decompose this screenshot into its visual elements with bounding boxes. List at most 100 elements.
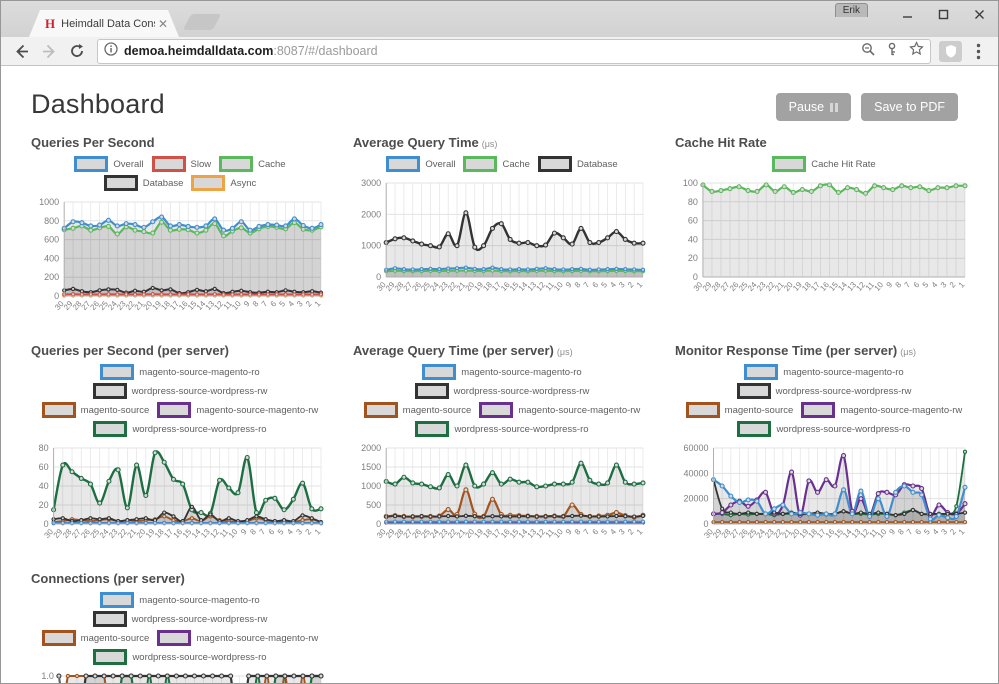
chart-canvas: 0204060803029282726252423222120191817161… [39, 443, 324, 540]
svg-text:8: 8 [573, 527, 583, 537]
legend-label: Overall [425, 158, 456, 170]
legend-item[interactable]: wordpress-source-wordpress-rw [414, 383, 590, 399]
save-to-pdf-button[interactable]: Save to PDF [861, 93, 958, 121]
legend-item[interactable]: magento-source-magento-rw [157, 630, 318, 646]
legend-label: wordpress-source-wordpress-ro [776, 423, 911, 435]
legend-item[interactable]: wordpress-source-wordpress-ro [93, 649, 267, 665]
forward-icon[interactable] [37, 39, 61, 63]
legend-item[interactable]: Overall [386, 156, 455, 172]
svg-text:9: 9 [885, 280, 895, 290]
svg-text:7: 7 [260, 299, 270, 309]
extension-shield-icon[interactable] [939, 40, 962, 62]
legend-item[interactable]: magento-source-magento-ro [422, 364, 582, 380]
close-button[interactable] [968, 5, 990, 23]
legend-item[interactable]: wordpress-source-wordpress-rw [736, 383, 911, 399]
legend-label: magento-source [402, 404, 472, 416]
browser-tab[interactable]: H Heimdall Data Console ✕ [29, 10, 179, 37]
legend-item[interactable]: wordpress-source-wordpress-rw [92, 611, 267, 627]
svg-text:3: 3 [295, 299, 305, 309]
svg-text:10: 10 [552, 527, 565, 540]
legend-item[interactable]: wordpress-source-wordpress-rw [92, 383, 268, 399]
legend-swatch-icon [386, 156, 421, 172]
legend-item[interactable]: Cache [463, 156, 530, 172]
svg-text:5: 5 [276, 527, 286, 537]
svg-text:0: 0 [376, 272, 381, 282]
url-text[interactable]: demoa.heimdalldata.com:8087/#/dashboard [124, 44, 378, 58]
maximize-button[interactable] [932, 5, 954, 23]
svg-text:9: 9 [887, 527, 897, 537]
zoom-icon[interactable] [861, 42, 875, 61]
menu-kebab-icon[interactable] [966, 39, 990, 63]
legend-swatch-icon [685, 402, 720, 418]
legend-item[interactable]: magento-source [363, 402, 472, 418]
chart-canvas: 0200400600800100030292827262524232221201… [39, 197, 324, 312]
legend-label: magento-source-magento-ro [139, 366, 260, 378]
legend-swatch-icon [92, 611, 127, 627]
chart-title: Average Query Time (μs) [353, 135, 498, 150]
charts-grid: Queries Per Second Overall Slow Cache Databa… [1, 125, 998, 683]
legend-item[interactable]: Database [103, 175, 183, 191]
svg-text:600: 600 [44, 235, 59, 245]
legend-item[interactable]: Cache Hit Rate [772, 156, 876, 172]
legend-item[interactable]: Overall [74, 156, 144, 172]
svg-text:0: 0 [54, 291, 59, 301]
legend-item[interactable]: Database [537, 156, 618, 172]
legend-swatch-icon [74, 156, 109, 172]
legend-swatch-icon [157, 402, 192, 418]
back-icon[interactable] [9, 39, 33, 63]
legend-label: magento-source-magento-ro [139, 594, 260, 606]
password-key-icon[interactable] [885, 42, 899, 61]
svg-text:8: 8 [894, 280, 904, 290]
legend-item[interactable]: magento-source [41, 630, 149, 646]
svg-text:100: 100 [683, 178, 698, 188]
bookmark-star-icon[interactable] [909, 41, 924, 61]
reload-icon[interactable] [65, 39, 89, 63]
profile-badge[interactable]: Erik [834, 3, 868, 17]
chart-canvas: 0200004000060000302928272625242322212019… [683, 443, 968, 540]
minimize-button[interactable] [896, 5, 918, 23]
legend-item[interactable]: magento-source-magento-rw [479, 402, 640, 418]
legend-item[interactable]: Async [191, 175, 256, 191]
heimdall-favicon-icon: H [45, 16, 56, 31]
chart-legend: Cache Hit Rate [675, 156, 973, 175]
legend-item[interactable]: wordpress-source-wordpress-ro [93, 421, 267, 437]
svg-text:3: 3 [617, 280, 627, 290]
svg-text:6: 6 [913, 527, 923, 537]
legend-item[interactable]: wordpress-source-wordpress-ro [737, 421, 911, 437]
address-bar[interactable]: demoa.heimdalldata.com:8087/#/dashboard [97, 38, 931, 64]
svg-text:2: 2 [626, 527, 636, 537]
svg-text:60: 60 [688, 216, 698, 226]
tab-close-icon[interactable]: ✕ [157, 16, 168, 31]
legend-swatch-icon [93, 649, 128, 665]
svg-text:6: 6 [591, 527, 601, 537]
svg-text:60000: 60000 [683, 443, 708, 453]
new-tab-button[interactable] [182, 14, 222, 30]
legend-item[interactable]: magento-source-magento-ro [744, 364, 904, 380]
legend-label: magento-source-magento-rw [196, 404, 319, 416]
svg-text:8: 8 [896, 527, 906, 537]
svg-text:2: 2 [626, 280, 636, 290]
legend-item[interactable]: magento-source-magento-ro [100, 364, 260, 380]
legend-item[interactable]: Slow [151, 156, 211, 172]
legend-item[interactable]: Cache [219, 156, 286, 172]
legend-swatch-icon [737, 421, 772, 437]
svg-text:7: 7 [905, 527, 915, 537]
legend-item[interactable]: magento-source [41, 402, 149, 418]
legend-item[interactable]: wordpress-source-wordpress-ro [415, 421, 589, 437]
page-info-icon[interactable] [104, 41, 118, 61]
legend-label: wordpress-source-wordpress-rw [453, 385, 590, 397]
svg-text:0: 0 [44, 519, 49, 529]
legend-item[interactable]: magento-source-magento-rw [157, 402, 318, 418]
pause-button[interactable]: Pause [775, 93, 852, 121]
svg-text:200: 200 [44, 272, 59, 282]
legend-label: wordpress-source-wordpress-rw [131, 385, 268, 397]
tab-strip: H Heimdall Data Console ✕ Erik [1, 1, 998, 37]
tab-title: Heimdall Data Console [61, 17, 155, 30]
svg-text:2: 2 [304, 299, 314, 309]
legend-item[interactable]: magento-source [685, 402, 793, 418]
legend-swatch-icon [92, 383, 127, 399]
svg-text:20000: 20000 [683, 494, 708, 504]
legend-item[interactable]: magento-source-magento-ro [100, 592, 260, 608]
legend-item[interactable]: magento-source-magento-rw [801, 402, 962, 418]
page-title: Dashboard [31, 89, 165, 119]
